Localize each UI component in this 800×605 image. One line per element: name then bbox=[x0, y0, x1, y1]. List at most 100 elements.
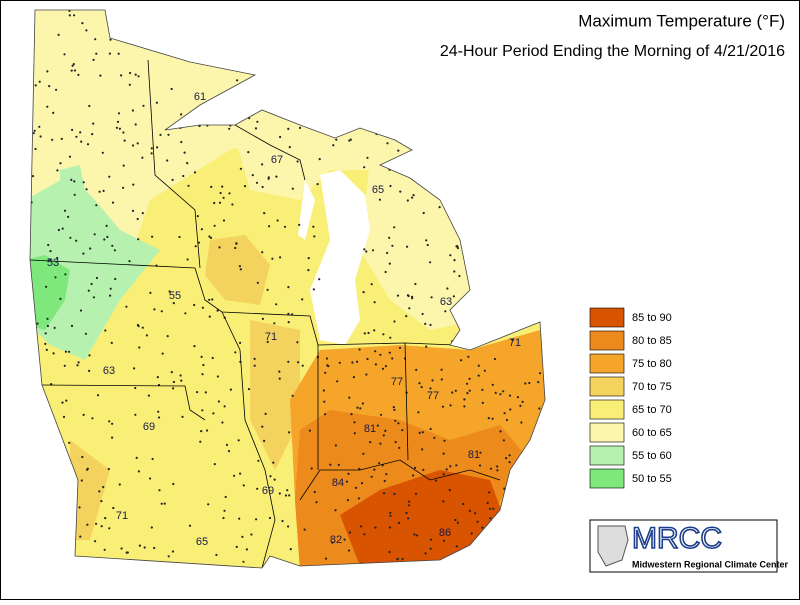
station-dot bbox=[287, 312, 290, 315]
station-dot bbox=[384, 270, 387, 274]
station-dot bbox=[201, 409, 204, 412]
station-dot bbox=[468, 389, 471, 392]
station-dot bbox=[131, 144, 135, 147]
station-dot bbox=[416, 534, 419, 537]
station-label: 53 bbox=[47, 257, 59, 269]
station-dot bbox=[187, 184, 190, 187]
station-dot bbox=[379, 353, 382, 356]
station-dot bbox=[213, 463, 216, 466]
station-dot bbox=[113, 249, 116, 252]
legend-label: 85 to 90 bbox=[632, 312, 672, 324]
station-dot bbox=[59, 162, 62, 165]
station-dot bbox=[67, 215, 70, 218]
station-dot bbox=[168, 290, 171, 293]
station-dot bbox=[141, 156, 144, 159]
station-dot bbox=[373, 301, 376, 304]
station-dot bbox=[411, 295, 414, 298]
station-dot bbox=[92, 58, 95, 62]
station-dot bbox=[180, 113, 183, 116]
station-dot bbox=[407, 517, 410, 520]
border bbox=[41, 384, 206, 421]
station-dot bbox=[166, 159, 169, 162]
station-dot bbox=[466, 382, 469, 385]
station-dot bbox=[202, 363, 205, 367]
station-dot bbox=[110, 341, 113, 344]
station-dot bbox=[388, 526, 392, 529]
station-dot bbox=[219, 191, 222, 195]
station-dot bbox=[446, 287, 449, 290]
station-dot bbox=[307, 269, 310, 272]
station-dot bbox=[105, 224, 108, 227]
station-dot bbox=[201, 373, 204, 376]
station-dot bbox=[384, 365, 387, 368]
station-dot bbox=[271, 257, 274, 260]
station-dot bbox=[268, 225, 271, 228]
border bbox=[234, 124, 306, 181]
station-dot bbox=[369, 441, 372, 444]
station-dot bbox=[103, 238, 106, 241]
station-dot bbox=[160, 502, 163, 505]
station-dot bbox=[254, 127, 258, 130]
station-dot bbox=[421, 448, 424, 451]
station-dot bbox=[426, 243, 429, 247]
station-dot bbox=[111, 436, 114, 439]
station-dot bbox=[256, 281, 259, 284]
station-dot bbox=[95, 522, 98, 525]
station-dot bbox=[223, 509, 226, 512]
station-dot bbox=[56, 169, 59, 172]
station-dot bbox=[46, 70, 49, 73]
station-dot bbox=[430, 538, 433, 541]
station-dot bbox=[234, 246, 237, 250]
station-dot bbox=[81, 455, 84, 459]
station-dot bbox=[228, 192, 231, 195]
logo: MRCC Midwestern Regional Climate Center bbox=[589, 519, 789, 573]
station-dot bbox=[349, 138, 352, 141]
station-dot bbox=[422, 468, 425, 471]
station-dot bbox=[84, 332, 87, 335]
station-dot bbox=[151, 457, 154, 461]
station-dot bbox=[255, 518, 258, 521]
station-dot bbox=[167, 555, 170, 558]
station-dot bbox=[381, 367, 385, 370]
station-dot bbox=[239, 472, 242, 475]
station-dot bbox=[75, 135, 78, 138]
station-dot bbox=[383, 479, 386, 483]
station-dot bbox=[106, 235, 109, 239]
station-dot bbox=[137, 75, 140, 78]
station-dot bbox=[68, 441, 71, 444]
station-dot bbox=[179, 374, 182, 377]
station-dot bbox=[273, 478, 276, 481]
station-dot bbox=[318, 278, 321, 281]
station-dot bbox=[55, 88, 58, 91]
station-label: 69 bbox=[143, 421, 155, 433]
station-dot bbox=[215, 553, 218, 557]
station-dot bbox=[516, 396, 520, 399]
station-dot bbox=[120, 74, 123, 77]
station-dot bbox=[242, 560, 245, 563]
station-dot bbox=[417, 411, 420, 414]
station-dot bbox=[425, 345, 428, 348]
station-dot bbox=[95, 276, 98, 280]
station-dot bbox=[85, 188, 88, 191]
station-dot bbox=[238, 517, 241, 520]
station-dot bbox=[449, 465, 452, 468]
station-dot bbox=[337, 463, 340, 466]
station-dot bbox=[91, 417, 94, 420]
station-dot bbox=[511, 338, 514, 341]
station-dot bbox=[234, 351, 237, 354]
station-dot bbox=[492, 507, 495, 510]
station-dot bbox=[117, 52, 120, 55]
station-dot bbox=[443, 439, 446, 442]
station-dot bbox=[279, 135, 282, 139]
coastline bbox=[29, 9, 546, 569]
station-dot bbox=[82, 413, 85, 416]
station-dot bbox=[438, 206, 441, 209]
station-dot bbox=[137, 238, 140, 241]
station-dot bbox=[57, 228, 61, 232]
station-dot bbox=[68, 155, 72, 158]
station-dot bbox=[421, 312, 424, 316]
station-dot bbox=[136, 217, 139, 221]
station-dot bbox=[221, 185, 224, 188]
station-dot bbox=[382, 492, 386, 495]
station-dot bbox=[102, 486, 105, 489]
